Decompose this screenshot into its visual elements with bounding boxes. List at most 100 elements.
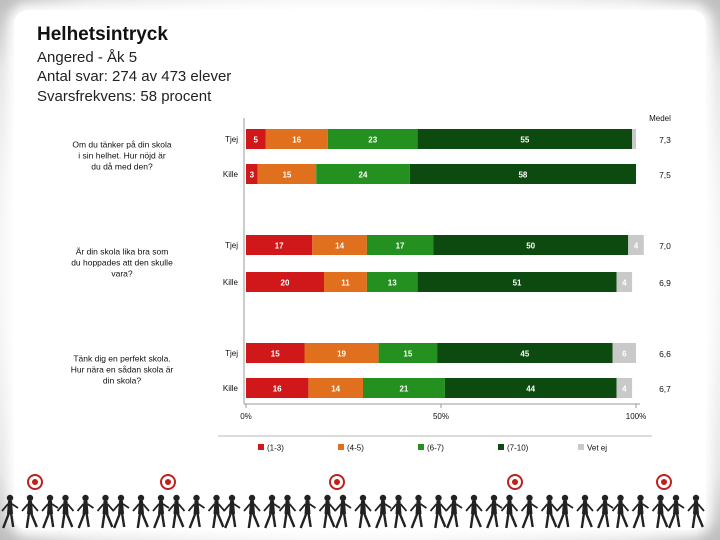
bar-segment <box>366 235 434 255</box>
bar-segment <box>628 235 644 255</box>
bar-segment <box>316 164 410 184</box>
runner-silhouette <box>374 494 392 529</box>
bar-segment <box>433 235 629 255</box>
bar-segment <box>616 378 633 398</box>
data-label: 4 <box>622 279 627 288</box>
bar-segment <box>246 129 266 149</box>
data-label: 11 <box>341 279 350 288</box>
bar-segment <box>327 129 418 149</box>
bar-segment <box>246 164 258 184</box>
data-label: 4 <box>634 242 639 251</box>
bar-segment <box>246 343 305 363</box>
school-subtitle: Angered - Åk 5 <box>37 49 138 66</box>
data-label: 14 <box>331 385 340 394</box>
question-text: Är din skola lika bra som <box>76 247 169 257</box>
x-tick-label: 50% <box>433 412 449 421</box>
bar-segment <box>312 235 367 255</box>
legend-label: Vet ej <box>587 444 607 453</box>
runner-silhouette <box>56 494 75 529</box>
runner-silhouette <box>167 494 186 529</box>
runner-silhouette <box>556 494 574 529</box>
runner-silhouette <box>651 494 670 529</box>
runner-silhouette <box>112 494 130 529</box>
question-text: vara? <box>111 269 133 279</box>
row-label: Tjej <box>225 349 238 358</box>
data-label: 44 <box>526 385 535 394</box>
row-label: Kille <box>223 170 239 179</box>
question-text: du då med den? <box>91 162 153 172</box>
question-text: Hur nära en sådan skola är <box>71 365 174 375</box>
page-title: Helhetsintryck <box>37 24 168 45</box>
bar-segment <box>366 272 418 292</box>
legend-label: (1-3) <box>267 444 284 453</box>
runner-silhouette <box>596 494 614 529</box>
data-label: 55 <box>520 136 529 145</box>
data-label: 19 <box>337 350 346 359</box>
data-label: 20 <box>281 279 290 288</box>
target-icon <box>160 474 176 490</box>
x-tick-label: 100% <box>626 412 646 421</box>
question-text: din skola? <box>103 376 142 386</box>
runner-silhouette <box>667 494 685 529</box>
question-text: Om du tänker på din skola <box>72 140 171 150</box>
legend-swatch <box>338 444 344 450</box>
runner-silhouette <box>687 494 705 529</box>
bar-segment <box>437 343 613 363</box>
runner-silhouette <box>500 494 519 529</box>
data-label: 3 <box>250 171 255 180</box>
runner-silhouette <box>243 494 261 529</box>
runner-silhouette <box>445 494 463 529</box>
runner-silhouette <box>96 494 115 529</box>
runner-silhouette <box>318 494 337 529</box>
bar-segment <box>612 343 636 363</box>
rate-subtitle: Svarsfrekvens: 58 procent <box>37 88 212 105</box>
bar-segment <box>444 378 617 398</box>
data-label: 24 <box>359 171 368 180</box>
legend-swatch <box>578 444 584 450</box>
legend-swatch <box>258 444 264 450</box>
data-label: 15 <box>271 350 280 359</box>
row-label: Kille <box>223 384 239 393</box>
medel-value: 7,3 <box>659 135 671 145</box>
target-icon <box>656 474 672 490</box>
data-label: 16 <box>273 385 282 394</box>
runners-silhouette-decoration <box>1 494 705 529</box>
bar-segment <box>378 343 438 363</box>
runner-silhouette <box>132 494 150 529</box>
runner-silhouette <box>278 494 297 529</box>
row-label: Tjej <box>225 241 238 250</box>
data-label: 16 <box>292 136 301 145</box>
runner-silhouette <box>1 494 19 529</box>
medel-value: 6,9 <box>659 278 671 288</box>
runner-silhouette <box>389 494 408 529</box>
runner-silhouette <box>263 494 281 529</box>
bar-segment <box>308 378 363 398</box>
medel-value: 7,5 <box>659 170 671 180</box>
data-label: 15 <box>403 350 412 359</box>
data-label: 15 <box>282 171 291 180</box>
runner-silhouette <box>41 494 59 529</box>
runner-silhouette <box>21 494 39 529</box>
bar-segment <box>616 272 633 292</box>
data-label: 14 <box>335 242 344 251</box>
data-label: 13 <box>388 279 397 288</box>
row-label: Kille <box>223 278 239 287</box>
bar-segment <box>324 272 367 292</box>
runner-silhouette <box>520 494 538 529</box>
target-icon <box>329 474 345 490</box>
question-text: i sin helhet. Hur nöjd är <box>78 151 166 161</box>
runner-silhouette <box>207 494 226 529</box>
bar-segment <box>257 164 317 184</box>
data-label: 5 <box>254 136 259 145</box>
runner-silhouette <box>485 494 503 529</box>
legend-label: (4-5) <box>347 444 364 453</box>
medel-value: 6,6 <box>659 349 671 359</box>
runner-silhouette <box>298 494 316 529</box>
data-label: 6 <box>622 350 627 359</box>
data-label: 51 <box>513 279 522 288</box>
runner-silhouette <box>631 494 649 529</box>
runner-silhouette <box>429 494 448 529</box>
data-label: 21 <box>399 385 408 394</box>
bar-segment <box>632 129 636 149</box>
data-label: 17 <box>396 242 405 251</box>
